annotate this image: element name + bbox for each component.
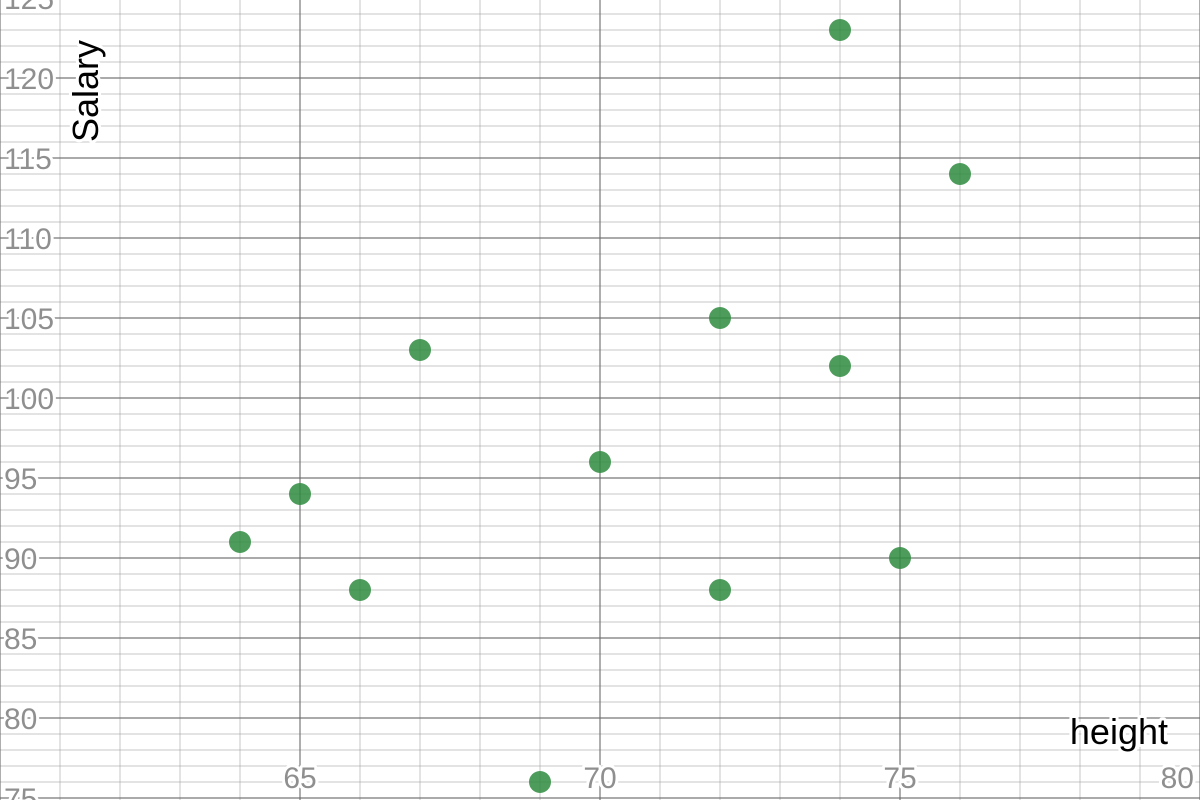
y-tick-label: 115 bbox=[4, 143, 52, 176]
y-tick-label: 105 bbox=[4, 303, 54, 336]
data-point bbox=[349, 579, 371, 601]
y-tick-label: 110 bbox=[4, 223, 52, 256]
y-tick-label: 90 bbox=[4, 543, 37, 576]
y-tick-label: 85 bbox=[4, 623, 37, 656]
data-point bbox=[829, 355, 851, 377]
y-tick-label: 95 bbox=[4, 463, 37, 496]
y-tick-labels: 75 80 85 90 95 100 105 110 115 120 125 bbox=[1, 0, 57, 800]
y-tick-label: 125 bbox=[4, 0, 54, 16]
data-point bbox=[529, 771, 551, 793]
x-tick-label: 75 bbox=[883, 762, 916, 795]
data-point bbox=[829, 19, 851, 41]
data-point bbox=[709, 579, 731, 601]
y-tick-label: 120 bbox=[4, 63, 54, 96]
x-tick-labels: 65 70 75 80 bbox=[280, 759, 1197, 798]
data-point bbox=[889, 547, 911, 569]
y-tick-label: 80 bbox=[4, 703, 37, 736]
data-point bbox=[949, 163, 971, 185]
data-point bbox=[229, 531, 251, 553]
x-tick-label: 65 bbox=[283, 762, 316, 795]
x-tick-label: 80 bbox=[1161, 762, 1194, 795]
y-tick-label: 75 bbox=[4, 783, 37, 800]
data-point bbox=[409, 339, 431, 361]
data-point bbox=[709, 307, 731, 329]
x-tick-label: 70 bbox=[583, 762, 616, 795]
y-axis-title: Salary bbox=[65, 40, 106, 142]
data-point bbox=[589, 451, 611, 473]
x-axis-title: height bbox=[1070, 711, 1168, 752]
data-points bbox=[229, 19, 971, 793]
data-point bbox=[289, 483, 311, 505]
y-tick-label: 100 bbox=[4, 383, 54, 416]
